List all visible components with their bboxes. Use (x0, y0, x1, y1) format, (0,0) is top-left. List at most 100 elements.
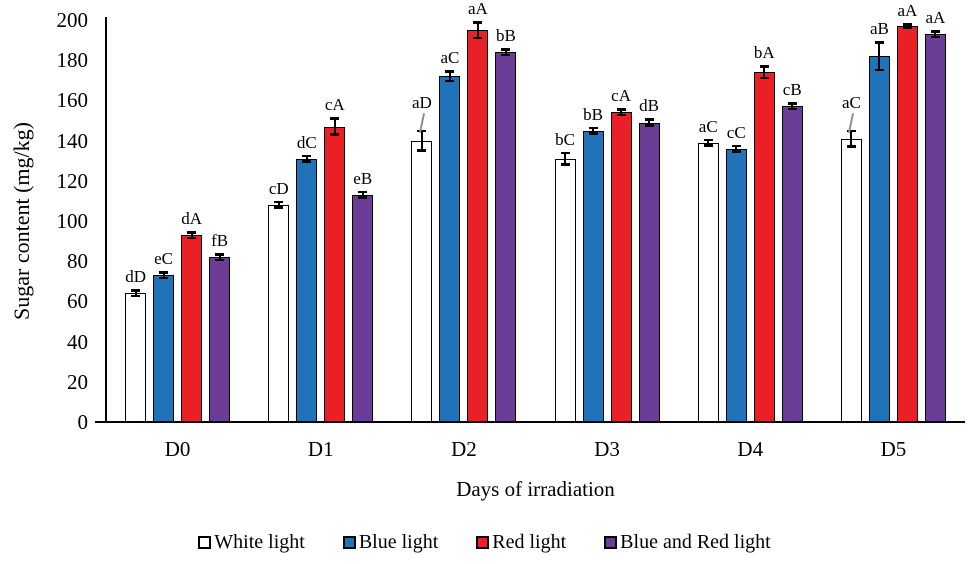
legend-label: Red light (492, 531, 567, 553)
error-bar-cap (330, 133, 340, 136)
error-bar (134, 290, 137, 297)
error-bar-cap (159, 271, 169, 274)
error-bar-cap (445, 70, 455, 73)
bar (924, 34, 946, 422)
legend-item: White light (198, 531, 305, 553)
x-tick-label: D1 (307, 437, 334, 461)
bar-label: aB (869, 19, 889, 39)
legend-swatch (198, 535, 212, 549)
error-bar-cap (703, 144, 713, 147)
error-bar-cap (930, 30, 940, 33)
bar (554, 158, 576, 422)
legend-item: Blue and Red light (604, 531, 771, 553)
bar-label: aC (698, 116, 718, 136)
bar-label: aA (925, 8, 946, 28)
bar (896, 26, 918, 422)
error-bar-cap (588, 132, 598, 135)
bar (153, 275, 175, 422)
y-tick-label: 80 (67, 249, 88, 274)
error-bar (791, 103, 794, 110)
bar-label: eC (154, 249, 174, 269)
bar (352, 194, 374, 422)
bar-label: bB (495, 26, 516, 46)
error-bar (361, 191, 364, 198)
y-tick-label: 20 (67, 369, 88, 394)
error-bar-cap (846, 145, 856, 148)
y-tick-label: 120 (56, 168, 89, 193)
error-bar-cap (159, 276, 169, 280)
legend-label: White light (214, 531, 305, 553)
bar-label: dB (639, 96, 659, 116)
bar-label: aC (841, 92, 861, 112)
y-tick-label: 40 (67, 329, 88, 354)
error-bar-cap (473, 36, 483, 40)
bar (868, 56, 890, 422)
legend-item: Blue light (342, 531, 439, 553)
y-tick-label: 60 (67, 289, 88, 314)
legend: White light Blue light Red light Blue and R… (0, 531, 969, 553)
bar (697, 142, 719, 422)
error-bar-cap (445, 79, 455, 83)
bar-label: dD (125, 267, 146, 287)
bar-label: aA (897, 1, 918, 21)
error-bar (620, 109, 623, 116)
error-bar-cap (330, 117, 340, 120)
legend-item: Red light (476, 531, 566, 553)
error-bar-cap (787, 102, 797, 105)
error-bar (878, 42, 881, 71)
error-bar-cap (560, 163, 570, 166)
error-bar-cap (759, 65, 769, 68)
legend-label: Blue and Red light (620, 531, 771, 553)
error-bar-cap (846, 129, 856, 133)
bar-label: cD (268, 178, 289, 198)
error-bar-cap (187, 236, 197, 240)
legend-swatch (476, 535, 490, 549)
error-bar (707, 139, 710, 146)
bar-label: aA (467, 0, 488, 19)
error-bar-cap (473, 21, 483, 24)
error-bar (277, 201, 280, 208)
y-tick-label: 140 (56, 128, 89, 153)
bar (781, 106, 803, 422)
bar (439, 76, 461, 422)
bar (638, 122, 660, 422)
bar (411, 140, 433, 422)
bar (268, 204, 290, 422)
error-bar-cap (759, 76, 769, 80)
legend-label: Blue light (358, 531, 439, 553)
bar-label: aC (440, 48, 460, 68)
x-axis-title: Days of irradiation (456, 477, 615, 501)
error-bar (333, 118, 336, 135)
error-bar-cap (501, 48, 511, 51)
bar (495, 52, 517, 422)
error-bar-cap (560, 151, 570, 155)
bar-label: cC (726, 122, 746, 142)
bar-label: bC (555, 129, 575, 149)
bar-label: fB (211, 231, 229, 251)
error-bar (190, 232, 193, 239)
error-bar-cap (787, 107, 797, 111)
error-bar-cap (187, 231, 197, 234)
error-bar (504, 49, 507, 56)
error-bar (592, 127, 595, 134)
x-tick-label: D5 (880, 437, 907, 461)
bar-label: dC (296, 132, 317, 152)
error-bar-cap (302, 160, 312, 163)
error-bar-cap (874, 41, 884, 44)
y-axis-line (104, 17, 107, 422)
error-bar-cap (417, 129, 427, 133)
error-bar (305, 155, 308, 162)
legend-swatch (604, 535, 618, 549)
error-bar-cap (302, 154, 312, 158)
error-bar-cap (274, 200, 284, 204)
bar-label: cA (611, 86, 631, 106)
bar-label: aD (411, 92, 432, 112)
x-tick-label: D3 (594, 437, 620, 461)
bar (725, 148, 747, 422)
bar (125, 293, 147, 422)
error-bar-cap (131, 289, 141, 292)
error-bar-cap (358, 196, 368, 199)
error-bar-cap (131, 294, 141, 298)
error-bar (564, 152, 567, 165)
